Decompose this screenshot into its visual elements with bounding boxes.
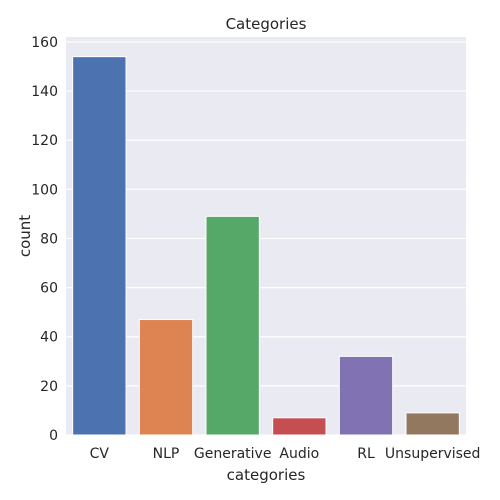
x-tick-label: Generative [194, 446, 272, 462]
x-tick-label: Unsupervised [385, 446, 481, 462]
bar-cv [72, 56, 127, 436]
bars [72, 56, 460, 436]
y-tick-label: 160 [31, 35, 58, 51]
y-axis-label: count [16, 215, 34, 257]
y-tick-label: 60 [40, 281, 58, 297]
x-tick-label: CV [90, 446, 110, 462]
y-tick-label: 40 [40, 330, 58, 346]
x-tick-labels: CV NLP Generative Audio RL Unsupervised [90, 446, 481, 462]
y-tick-label: 100 [31, 182, 58, 198]
y-tick-label: 20 [40, 379, 58, 395]
bar-nlp [138, 319, 194, 436]
bar-generative [205, 215, 260, 436]
y-tick-label: 80 [40, 231, 58, 247]
chart-title: Categories [226, 15, 307, 33]
y-tick-label: 0 [49, 428, 58, 444]
plot-area [66, 37, 466, 435]
bar-unsupervised [405, 412, 460, 436]
bar-rl [338, 355, 394, 436]
x-tick-label: Audio [279, 446, 319, 462]
y-tick-label: 120 [31, 133, 58, 149]
bar-audio [272, 417, 327, 436]
x-tick-label: NLP [153, 446, 180, 462]
x-tick-label: RL [357, 446, 375, 462]
x-axis-label: categories [227, 466, 306, 484]
y-tick-labels: 0 20 40 60 80 100 120 140 160 [31, 35, 58, 444]
gridlines [66, 41, 466, 436]
y-tick-label: 140 [31, 84, 58, 100]
